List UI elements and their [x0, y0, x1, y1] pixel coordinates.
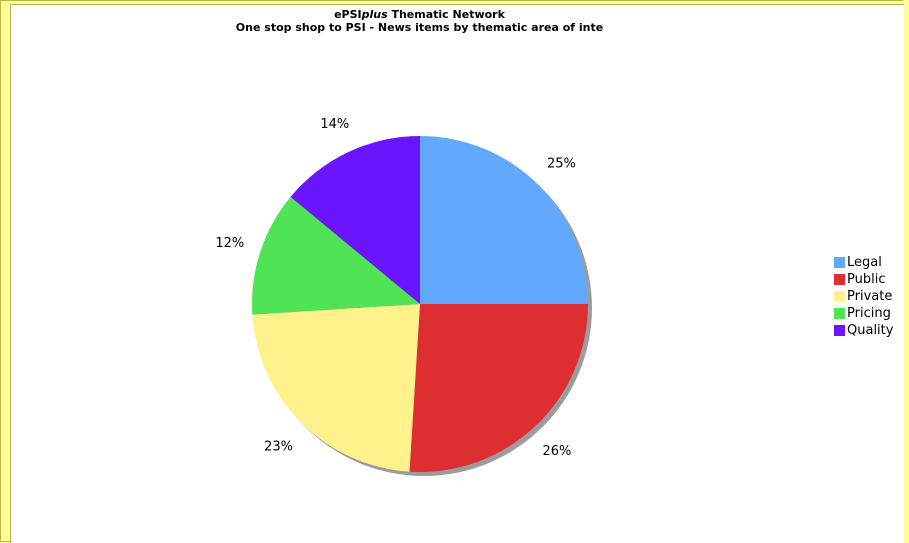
legend-item-private: Private	[834, 288, 893, 305]
pie-slice-public	[409, 304, 588, 472]
slice-label-private: 23%	[264, 439, 293, 454]
slice-label-public: 26%	[542, 444, 571, 459]
legend-label: Private	[847, 289, 893, 304]
legend-swatch	[834, 291, 845, 302]
legend-swatch	[834, 308, 845, 319]
legend-item-pricing: Pricing	[834, 305, 893, 322]
legend-swatch	[834, 325, 845, 336]
slice-label-legal: 25%	[547, 157, 576, 172]
chart-subtitle: One stop shop to PSI - News items by the…	[235, 21, 604, 34]
title-italic: plus	[361, 8, 388, 21]
slice-label-quality: 14%	[320, 117, 349, 132]
pie-slice-private	[252, 304, 420, 472]
chart-title: ePSIplus Thematic Network One stop shop …	[0, 8, 839, 34]
legend-item-public: Public	[834, 271, 893, 288]
pie-slice-legal	[420, 136, 588, 304]
legend-label: Quality	[847, 323, 894, 338]
legend-label: Legal	[847, 255, 882, 270]
slice-label-pricing: 12%	[215, 236, 244, 251]
legend-swatch	[834, 257, 845, 268]
legend: Legal Public Private Pricing Quality	[834, 254, 893, 339]
legend-item-legal: Legal	[834, 254, 893, 271]
legend-label: Public	[847, 272, 886, 287]
title-prefix: ePSI	[334, 8, 362, 21]
title-suffix: Thematic Network	[387, 8, 505, 21]
pie-slice-quality	[290, 136, 420, 304]
legend-item-quality: Quality	[834, 322, 893, 339]
pie-slice-pricing	[252, 196, 420, 315]
legend-swatch	[834, 274, 845, 285]
legend-label: Pricing	[847, 306, 891, 321]
